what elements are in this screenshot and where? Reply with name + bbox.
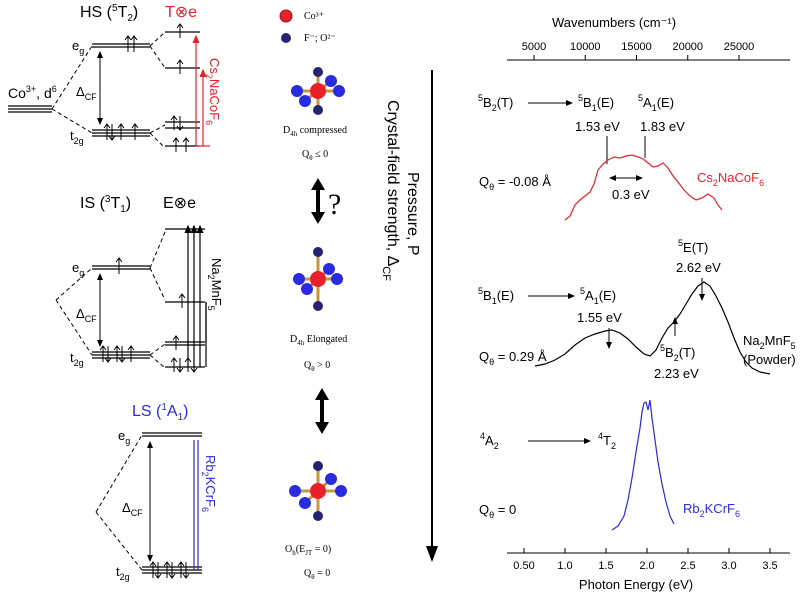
crystal-field-axis-label: Crystal-field strength, ΔCF	[380, 100, 401, 281]
is-compound: Na2MnF5	[206, 258, 224, 311]
hs-compound: Cs2NaCoF6	[204, 58, 222, 125]
bottom-axis-tick-label: 2.5	[680, 560, 695, 572]
bottom-axis-tick-label: 1.0	[557, 560, 572, 572]
spectrum-2-energy-3: 2.62 eV	[676, 260, 721, 275]
spectrum-2-note: (Powder)	[743, 352, 796, 367]
spectrum-3-compound: Rb2KCrF6	[683, 501, 740, 519]
spectrum-1-to-state-2: 5A1(E)	[638, 93, 674, 113]
is-dcf-label: ΔCF	[76, 306, 97, 324]
spectrum-na2mnf5: 5B1(E) 5A1(E) 1.55 eV 5E(T) 2.62 eV 5B2(…	[478, 238, 796, 381]
hs-eg-label: eg	[72, 38, 84, 56]
middle-panel: Co³⁺ F⁻; O²⁻ D4h compressed Qθ ≤ 0 ?	[279, 9, 438, 581]
spectrum-3-curve	[611, 399, 675, 531]
bottom-axis-tick-label: 0.50	[513, 560, 534, 572]
bottom-axis-tick-label: 2.0	[639, 560, 654, 572]
question-mark: ?	[328, 188, 341, 221]
spectrum-2-from-state: 5B1(E)	[478, 286, 514, 306]
top-axis-tick-label: 25000	[724, 41, 755, 53]
spectrum-1-curve	[564, 154, 723, 221]
structure-3-q: Qθ = 0	[304, 568, 330, 581]
top-axis-ticks: 5000 10000 15000 20000 25000	[522, 41, 755, 60]
is-t2g-label: t2g	[70, 350, 84, 368]
double-arrow	[315, 388, 329, 434]
ion-label: Co3+, d6	[8, 84, 57, 101]
structure-1-q: Qθ ≤ 0	[302, 149, 328, 162]
octahedron-compressed	[291, 67, 345, 115]
right-panel: Wavenumbers (cm⁻¹) 5000 10000 15000 20000 25…	[478, 15, 796, 592]
co-atom-legend-icon	[279, 9, 293, 23]
spectrum-rb2kcrf6: 4A2 4T2 Qθ = 0 Rb2KCrF6	[479, 399, 740, 531]
top-axis-tick-label: 20000	[672, 41, 703, 53]
spectrum-1-to-state-1: 5B1(E)	[578, 93, 614, 113]
spectrum-2-curve	[534, 281, 771, 375]
is-diagram: eg t2g ΔCF Na2MnF5	[55, 224, 224, 373]
top-axis-title: Wavenumbers (cm⁻¹)	[552, 15, 676, 30]
ls-eg-label: eg	[118, 428, 130, 446]
spectrum-1-compound: Cs2NaCoF6	[697, 170, 764, 188]
bottom-axis-title: Photon Energy (eV)	[579, 577, 693, 592]
ls-dcf-label: ΔCF	[122, 500, 143, 518]
spectrum-3-from-state: 4A2	[480, 431, 499, 451]
structure-2-q: Qθ > 0	[304, 360, 330, 373]
ls-title: LS (1A1)	[132, 402, 188, 423]
bottom-axis-tick-label: 3.5	[762, 560, 777, 572]
structure-1-label: D4h compressed	[283, 125, 347, 138]
ls-compound: Rb2KCrF6	[200, 455, 218, 512]
hs-t2g-label: t2g	[70, 128, 84, 146]
structure-3-label: Oh(EJT = 0)	[285, 544, 331, 557]
spectrum-1-splitting: 0.3 eV	[612, 187, 650, 202]
spectrum-2-to-state-3: 5E(T)	[678, 238, 708, 255]
spectrum-1-energy-2: 1.83 eV	[640, 119, 685, 134]
spectrum-cs2nacof6: 5B2(T) 5B1(E) 5A1(E) 1.53 eV 1.83 eV 0.3…	[478, 93, 764, 221]
is-coupling: E⊗e	[163, 195, 196, 212]
spectrum-2-energy-1: 1.55 eV	[577, 310, 622, 325]
bottom-axis-tick-label: 1.5	[598, 560, 613, 572]
spectrum-2-to-state-2: 5B2(T)	[660, 343, 695, 363]
left-panel: HS (5T2) T⊗e Co3+, d6	[8, 3, 224, 582]
f-atom-legend-icon	[281, 33, 291, 43]
hs-coupling: T⊗e	[165, 4, 197, 21]
pressure-axis-label: Pressure, P	[404, 172, 421, 256]
ls-t2g-label: t2g	[116, 564, 130, 582]
legend-co-label: Co³⁺	[304, 11, 324, 22]
ls-diagram: eg t2g ΔCF Rb2KCrF6	[95, 428, 218, 582]
top-axis-tick-label: 10000	[570, 41, 601, 53]
hs-dcf-label: ΔCF	[76, 84, 97, 102]
spectrum-3-to-state: 4T2	[598, 431, 616, 451]
structure-2-label: D4h Elongated	[290, 334, 347, 347]
hs-title: HS (5T2)	[80, 3, 138, 24]
legend-f-label: F⁻; O²⁻	[304, 33, 336, 44]
spectrum-2-compound: Na2MnF5	[743, 333, 796, 351]
spectrum-3-q-label: Qθ = 0	[479, 502, 516, 520]
spectrum-1-from-state: 5B2(T)	[478, 93, 513, 113]
spectrum-2-q-label: Qθ = 0.29 Å	[479, 349, 547, 367]
spectrum-2-energy-2: 2.23 eV	[654, 366, 699, 381]
spectrum-1-energy-1: 1.53 eV	[575, 119, 620, 134]
is-eg-label: eg	[72, 260, 84, 278]
spectrum-2-to-state-1: 5A1(E)	[580, 286, 616, 306]
is-title: IS (3T1)	[80, 194, 131, 215]
octahedron-regular	[289, 461, 347, 521]
bottom-axis-ticks: 0.50 1.0 1.5 2.0 2.5 3.0 3.5	[513, 548, 778, 572]
bottom-axis-tick-label: 3.0	[721, 560, 736, 572]
top-axis-tick-label: 5000	[522, 41, 546, 53]
spectrum-1-q-label: Qθ = -0.08 Å	[479, 174, 551, 192]
double-arrow-question	[311, 178, 325, 224]
hs-diagram: eg t2g ΔCF Cs2NaCoF6	[51, 23, 222, 152]
top-axis-tick-label: 15000	[621, 41, 652, 53]
octahedron-elongated	[293, 247, 343, 311]
